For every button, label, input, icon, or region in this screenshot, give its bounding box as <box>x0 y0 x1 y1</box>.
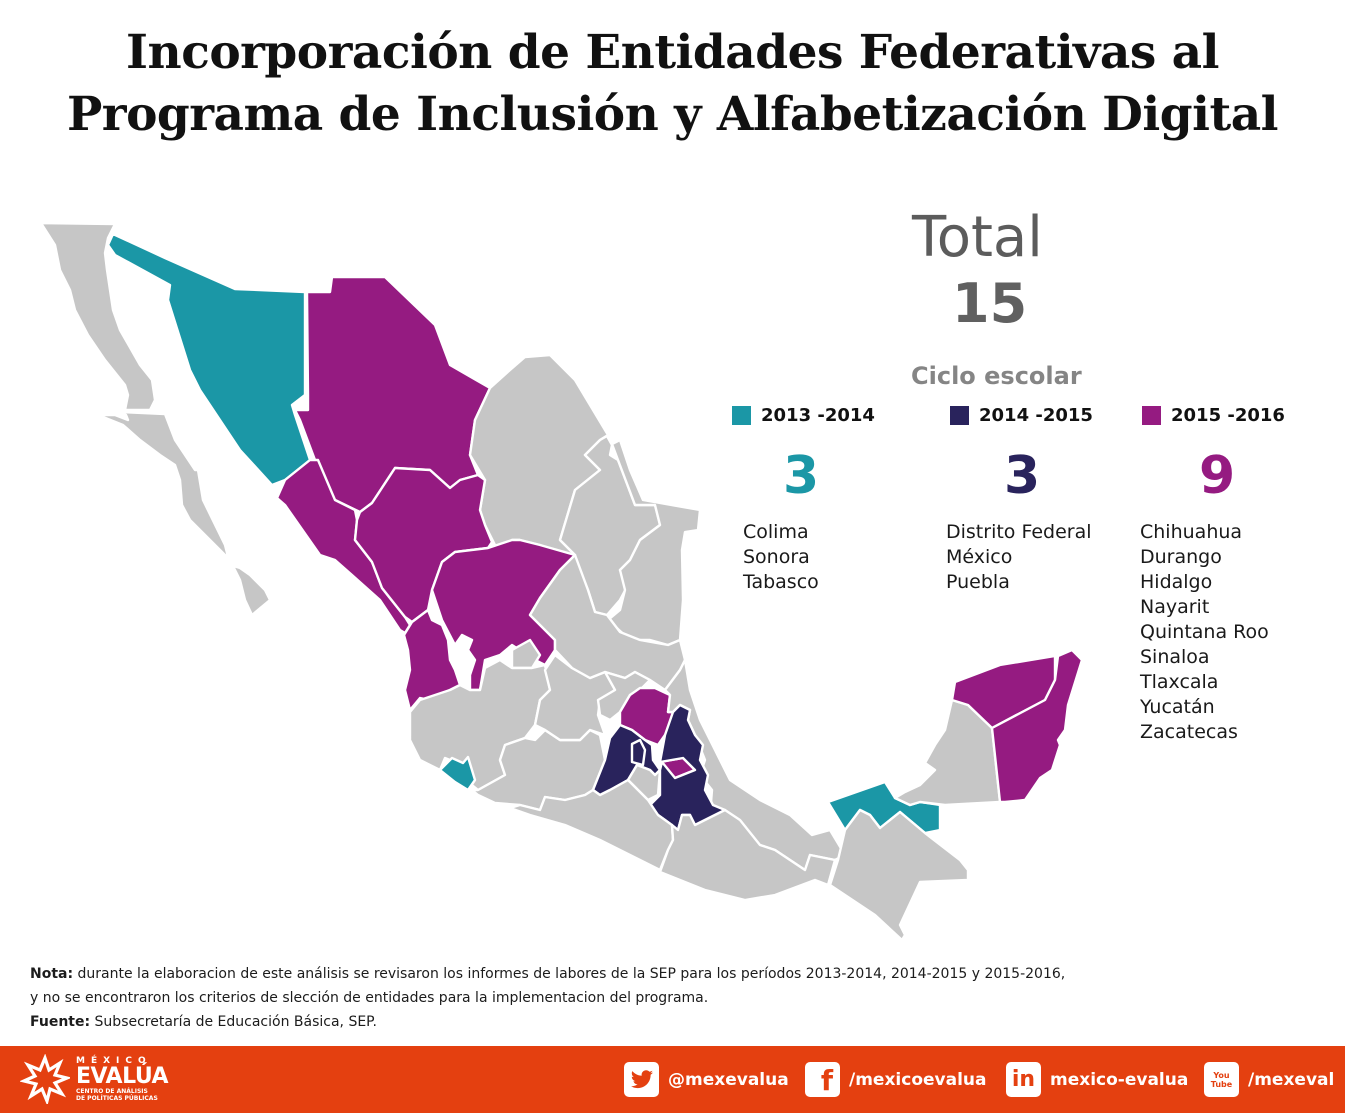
title-line-1: Incorporación de Entidades Federativas a… <box>126 25 1219 80</box>
state-distrito-federal[interactable] <box>630 738 647 767</box>
list-item: Tabasco <box>743 571 819 593</box>
legend-item-2015: 2015 -2016 <box>1142 405 1285 426</box>
twitter-link[interactable]: @mexevalua <box>624 1062 789 1097</box>
notes: Nota: durante la elaboracion de este aná… <box>30 962 1310 1034</box>
state-sinaloa[interactable] <box>275 458 412 635</box>
list-item: Distrito Federal <box>946 521 1092 543</box>
nota-text: durante la elaboracion de este análisis … <box>73 966 1066 982</box>
twitter-icon <box>624 1062 659 1097</box>
list-item: Tlaxcala <box>1140 671 1219 693</box>
state-aguascalientes <box>510 638 542 670</box>
linkedin-handle: mexico-evalua <box>1050 1069 1189 1090</box>
list-item: Chihuahua <box>1140 521 1243 543</box>
linkedin-link[interactable]: in mexico-evalua <box>1006 1062 1188 1097</box>
legend-swatch-purple <box>1142 406 1161 425</box>
logo-sub-text-1: CENTRO DE ANÁLISIS <box>76 1088 148 1095</box>
footer-bar: MÉXICO EVALÚA CENTRO DE ANÁLISIS DE POLÍ… <box>0 1046 1345 1113</box>
nota-line-2: y no se encontraron los criterios de sle… <box>30 990 709 1006</box>
state-guerrero <box>508 778 675 872</box>
page-title: Incorporación de Entidades Federativas a… <box>0 22 1345 146</box>
states-list-2014: Distrito Federal México Puebla <box>946 520 1092 595</box>
state-baja-california <box>39 221 157 412</box>
count-2015: 9 <box>1199 446 1236 506</box>
list-item: Quintana Roo <box>1140 621 1269 643</box>
list-item: Nayarit <box>1140 596 1210 618</box>
legend-item-2013: 2013 -2014 <box>732 405 875 426</box>
legend-label: 2014 -2015 <box>979 405 1093 426</box>
list-item: México <box>946 546 1013 568</box>
list-item: Yucatán <box>1140 696 1215 718</box>
legend-label: 2013 -2014 <box>761 405 875 426</box>
logo-main-text: EVALÚA <box>76 1064 169 1089</box>
youtube-glyph: You Tube <box>1210 1070 1233 1089</box>
nota-line-1: Nota: durante la elaboracion de este aná… <box>30 962 1310 986</box>
count-2014: 3 <box>1004 446 1041 506</box>
youtube-link[interactable]: You Tube /mexeval <box>1204 1062 1334 1097</box>
fuente-text: Subsecretaría de Educación Básica, SEP. <box>90 1014 377 1030</box>
logo-top-text: MÉXICO <box>76 1056 152 1066</box>
list-item: Sonora <box>743 546 810 568</box>
mexico-evalua-logo[interactable]: MÉXICO EVALÚA CENTRO DE ANÁLISIS DE POLÍ… <box>20 1054 169 1104</box>
legend-label: 2015 -2016 <box>1171 405 1285 426</box>
ciclo-escolar-label: Ciclo escolar <box>911 362 1082 390</box>
legend-item-2014: 2014 -2015 <box>950 405 1093 426</box>
title-line-2: Programa de Inclusión y Alfabetización D… <box>66 87 1279 142</box>
list-item: Zacatecas <box>1140 721 1238 743</box>
facebook-link[interactable]: f /mexicoevalua <box>805 1062 987 1097</box>
list-item: Hidalgo <box>1140 571 1213 593</box>
state-baja-california-sur <box>96 410 272 617</box>
state-oaxaca <box>658 808 837 902</box>
fuente-line: Fuente: Subsecretaría de Educación Básic… <box>30 1010 1310 1034</box>
state-sonora[interactable] <box>106 232 312 487</box>
youtube-handle: /mexeval <box>1248 1069 1335 1090</box>
facebook-icon: f <box>805 1062 840 1097</box>
states-list-2013: Colima Sonora Tabasco <box>743 520 819 595</box>
linkedin-icon: in <box>1006 1062 1041 1097</box>
state-quintana-roo[interactable] <box>990 648 1084 804</box>
starburst-icon <box>20 1054 70 1104</box>
total-value: 15 <box>952 272 1028 335</box>
linkedin-glyph: in <box>1011 1067 1036 1092</box>
list-item: Colima <box>743 521 809 543</box>
facebook-handle: /mexicoevalua <box>849 1069 987 1090</box>
total-label: Total <box>912 205 1043 270</box>
list-item: Sinaloa <box>1140 646 1210 668</box>
fuente-label: Fuente: <box>30 1014 91 1030</box>
state-chiapas <box>828 808 970 942</box>
legend-swatch-teal <box>732 406 751 425</box>
list-item: Puebla <box>946 571 1010 593</box>
state-colima[interactable] <box>438 755 477 792</box>
legend-swatch-navy <box>950 406 969 425</box>
nota-label: Nota: <box>30 966 74 982</box>
states-list-2015: Chihuahua Durango Hidalgo Nayarit Quinta… <box>1140 520 1269 745</box>
logo-sub-text-2: DE POLÍTICAS PÚBLICAS <box>76 1095 158 1102</box>
mexico-map <box>0 195 1345 955</box>
facebook-glyph: f <box>820 1064 833 1097</box>
youtube-icon: You Tube <box>1204 1062 1239 1097</box>
count-2013: 3 <box>783 446 820 506</box>
twitter-handle: @mexevalua <box>668 1069 789 1090</box>
list-item: Durango <box>1140 546 1222 568</box>
